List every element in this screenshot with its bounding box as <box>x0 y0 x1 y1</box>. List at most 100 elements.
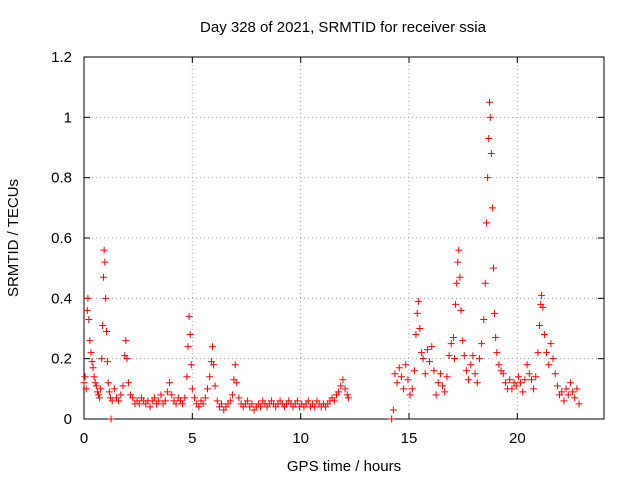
data-point <box>506 376 514 384</box>
x-tick-label: 5 <box>188 430 196 447</box>
data-point <box>491 309 499 317</box>
data-point <box>487 150 495 158</box>
data-point <box>490 264 497 272</box>
data-point <box>434 379 442 387</box>
data-point <box>188 385 196 393</box>
data-point <box>233 379 241 387</box>
data-point <box>535 321 543 329</box>
data-point <box>99 321 107 329</box>
data-point <box>432 391 440 399</box>
data-point <box>199 400 207 408</box>
y-tick-label: 0.6 <box>51 230 72 247</box>
grid-lines <box>84 57 604 419</box>
x-tick-label: 15 <box>401 430 418 447</box>
data-point <box>413 309 421 317</box>
data-point <box>400 385 408 393</box>
data-point <box>558 388 566 396</box>
data-point <box>465 376 473 384</box>
data-point <box>439 382 447 390</box>
data-point <box>248 400 256 408</box>
data-point <box>459 337 467 345</box>
data-point <box>480 315 488 323</box>
data-point <box>573 385 581 393</box>
data-point <box>408 385 416 393</box>
data-point <box>412 331 420 339</box>
data-point <box>430 367 438 375</box>
data-point <box>538 291 546 299</box>
data-point <box>91 379 99 387</box>
data-point <box>304 397 312 405</box>
data-point <box>421 370 429 378</box>
data-point <box>201 394 209 402</box>
data-point <box>124 379 132 387</box>
data-point <box>150 394 158 402</box>
data-point <box>553 382 561 390</box>
data-point <box>87 349 95 357</box>
data-point <box>539 303 547 311</box>
data-point <box>95 391 103 399</box>
data-point <box>517 379 525 387</box>
data-point <box>337 382 345 390</box>
data-point <box>82 385 90 393</box>
data-point <box>414 297 422 305</box>
data-point <box>86 337 94 345</box>
data-point <box>512 382 520 390</box>
data-point <box>453 279 461 287</box>
data-point <box>484 174 492 182</box>
data-point <box>166 379 174 387</box>
data-point <box>186 331 194 339</box>
data-point <box>540 331 548 339</box>
data-point <box>551 370 559 378</box>
data-point <box>452 300 460 308</box>
data-point <box>115 397 123 405</box>
data-point <box>208 343 216 351</box>
axis-ticks <box>83 56 604 420</box>
data-point <box>235 394 243 402</box>
data-point <box>89 364 97 372</box>
data-point <box>562 385 570 393</box>
data-point <box>530 385 538 393</box>
data-point <box>157 391 165 399</box>
data-point <box>97 385 105 393</box>
data-point <box>391 370 399 378</box>
data-point <box>204 385 211 393</box>
data-point <box>129 394 137 402</box>
data-point <box>492 334 500 342</box>
data-point <box>103 358 111 366</box>
data-point <box>534 349 542 357</box>
data-point <box>93 388 101 396</box>
data-point <box>117 391 125 399</box>
data-point <box>428 343 436 351</box>
y-tick-label: 0.2 <box>51 351 72 368</box>
data-point <box>571 394 579 402</box>
data-point <box>211 382 219 390</box>
data-point <box>475 355 483 363</box>
data-point <box>508 385 516 393</box>
data-point <box>123 355 131 363</box>
data-point <box>100 246 108 254</box>
data-point <box>231 361 239 369</box>
data-point <box>441 388 449 396</box>
data-point <box>172 400 180 408</box>
data-point <box>532 373 540 381</box>
data-point <box>206 373 214 381</box>
data-point <box>471 370 479 378</box>
data-point <box>455 246 463 254</box>
data-point <box>402 361 410 369</box>
data-point <box>107 415 115 423</box>
y-tick-label: 0.8 <box>51 170 72 187</box>
data-point <box>90 373 98 381</box>
data-point <box>341 385 349 393</box>
data-point <box>163 388 171 396</box>
data-point <box>100 273 107 281</box>
data-point <box>179 400 187 408</box>
data-point <box>185 312 193 320</box>
data-point <box>426 358 434 366</box>
data-point <box>88 358 96 366</box>
data-point <box>146 403 154 411</box>
data-point <box>187 361 195 369</box>
data-point <box>183 373 191 381</box>
data-point <box>395 364 403 372</box>
data-point <box>404 376 412 384</box>
